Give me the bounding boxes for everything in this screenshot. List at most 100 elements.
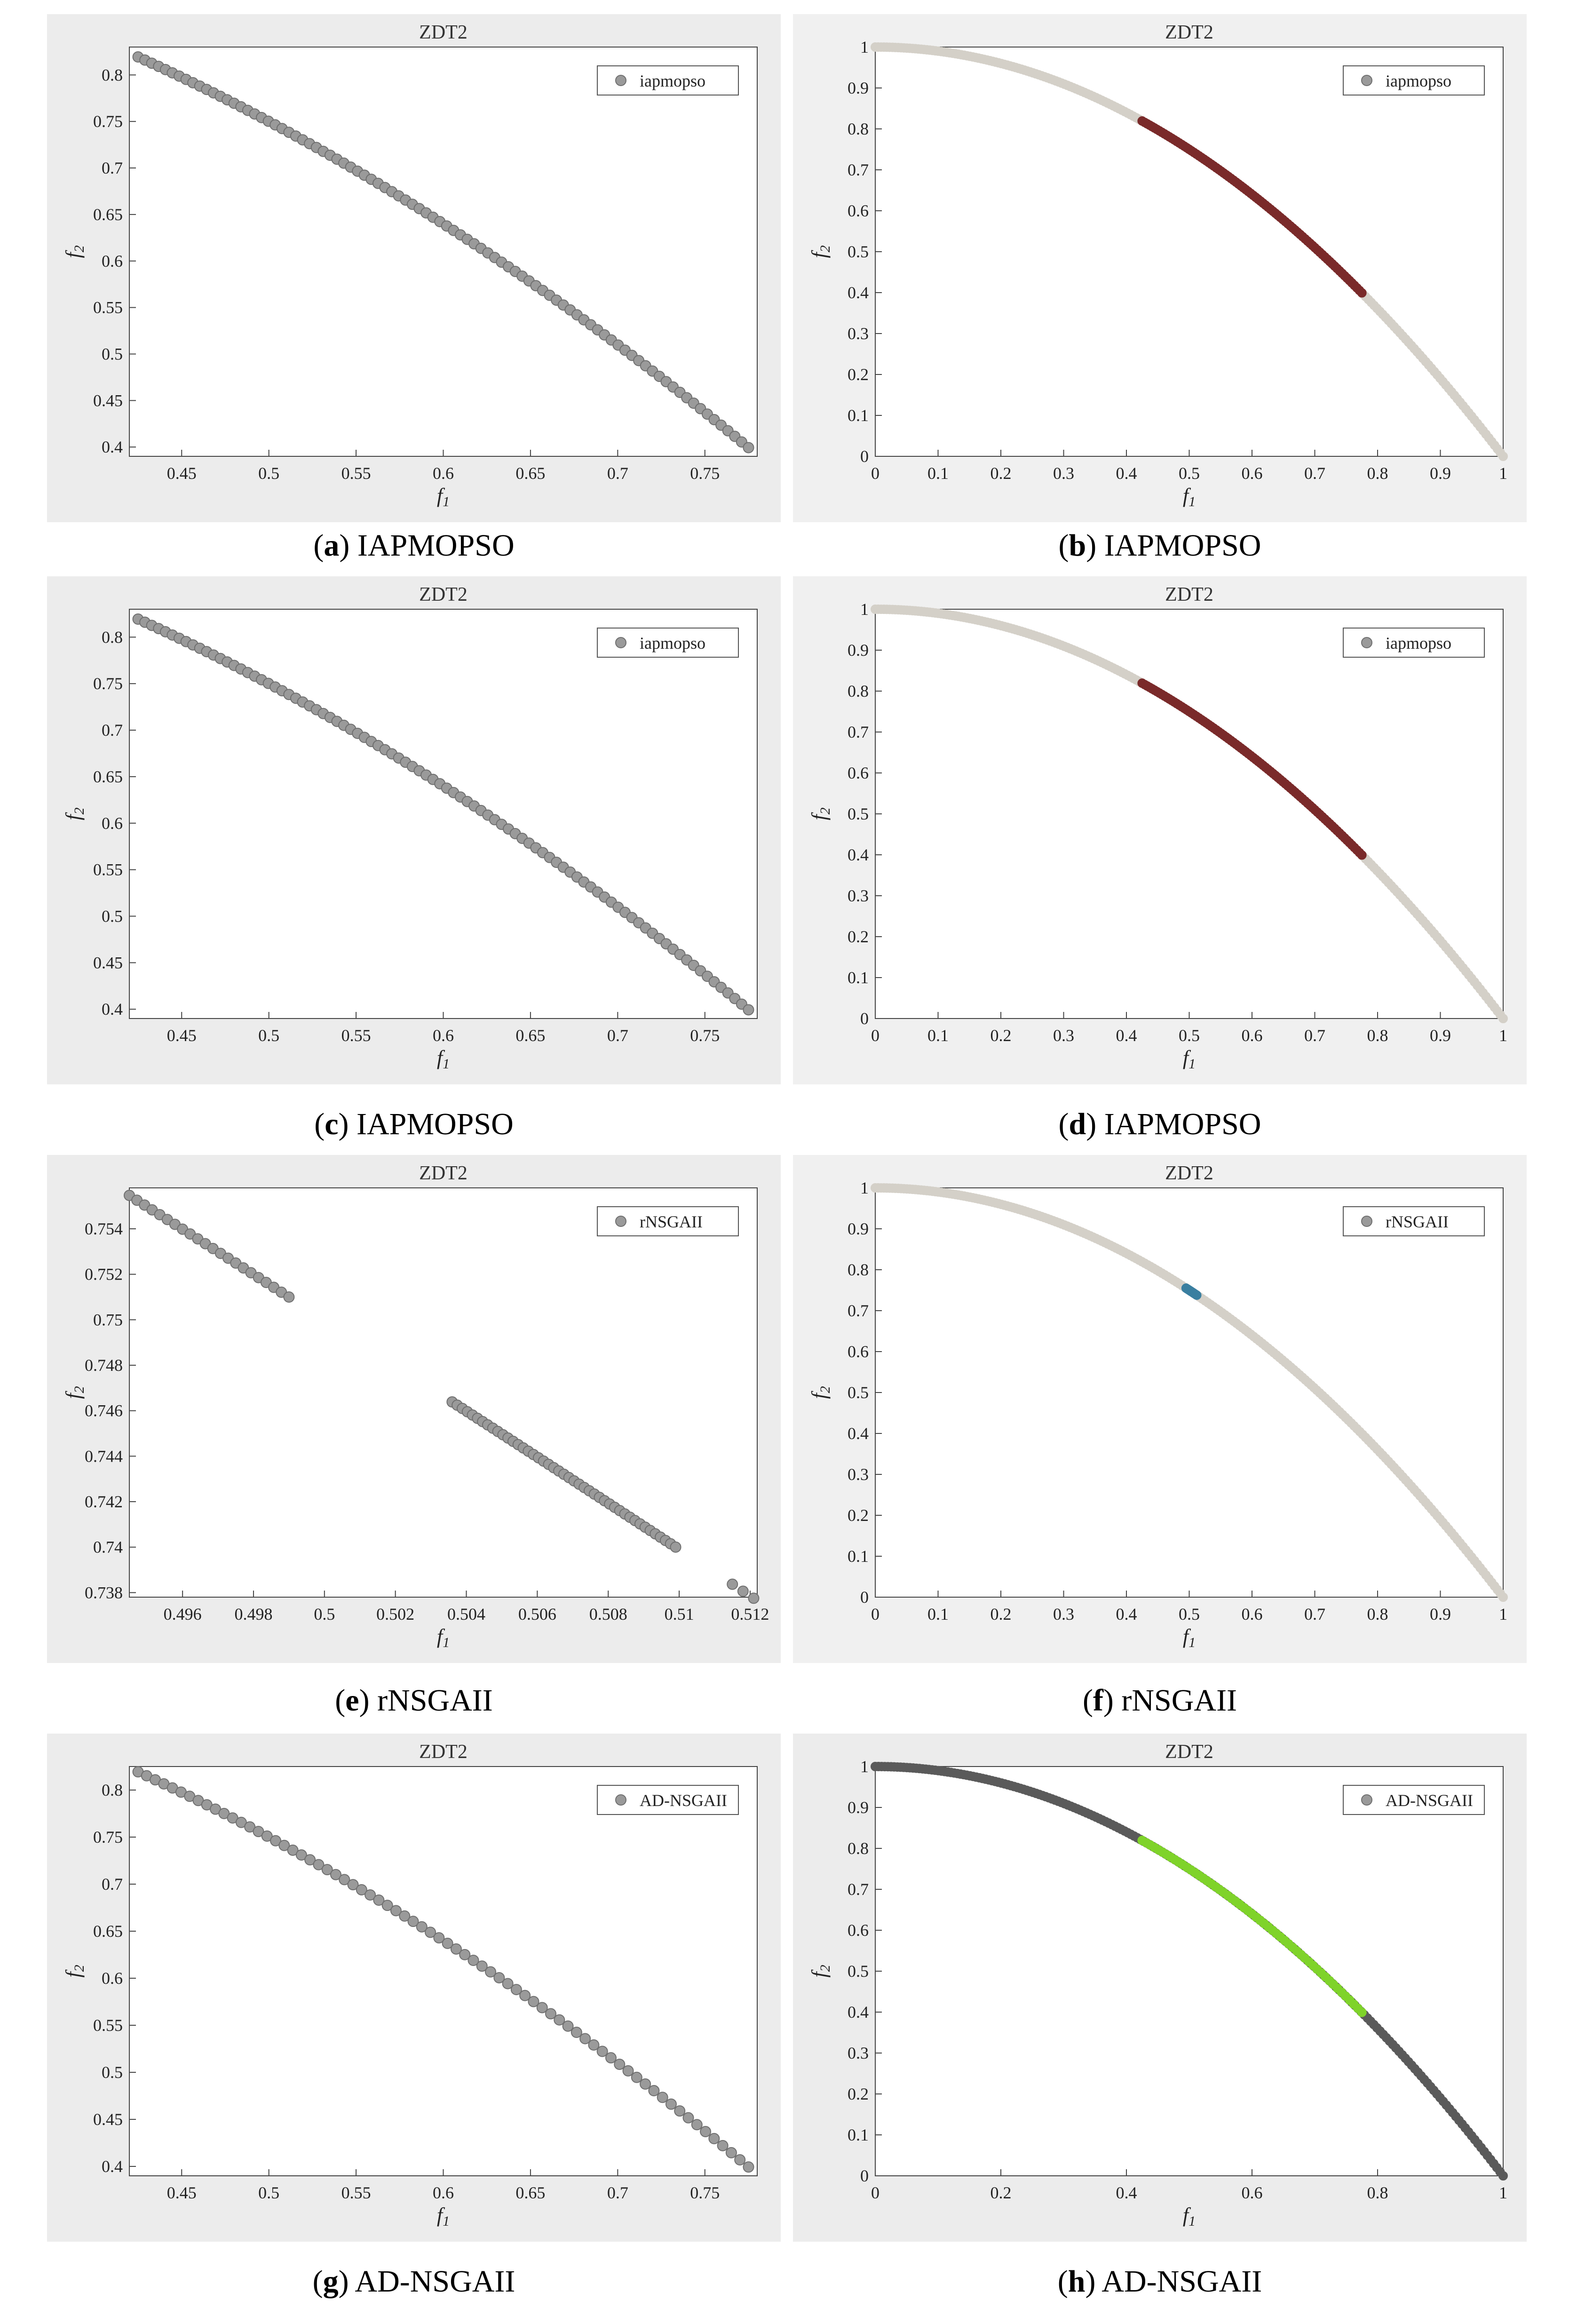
chart-title: ZDT2 (1165, 1162, 1213, 1184)
legend-box (597, 1206, 739, 1236)
data-point (485, 1966, 497, 1978)
data-point (743, 442, 754, 454)
caption-a: (a) IAPMOPSO (313, 528, 515, 563)
data-point (717, 2140, 729, 2151)
x-tick-label: 0.3 (1053, 464, 1074, 483)
data-point (339, 1874, 350, 1886)
y-tick-label: 0.7 (102, 721, 123, 740)
data-point (708, 2133, 720, 2144)
y-tick-label: 0.45 (93, 953, 123, 972)
y-tick-label: 0.2 (848, 365, 869, 384)
data-point (476, 1960, 488, 1972)
x-tick-label: 0.2 (991, 1605, 1012, 1624)
legend: iapmopso (1343, 628, 1485, 658)
y-tick-label: 0.4 (848, 283, 869, 302)
y-tick-label: 0 (860, 1009, 869, 1028)
y-tick-label: 0.5 (848, 242, 869, 261)
x-tick-label: 0.5 (258, 464, 279, 483)
data-point (670, 1541, 681, 1553)
x-tick-label: 0.6 (433, 2183, 454, 2202)
x-tick-label: 0.5 (258, 2183, 279, 2202)
y-tick-label: 0.65 (93, 1922, 123, 1941)
x-tick-label: 0.6 (1242, 464, 1263, 483)
caption-h: (h) AD-NSGAII (1057, 2264, 1262, 2299)
y-tick-label: 0.74 (93, 1538, 123, 1557)
caption-letter: h (1068, 2264, 1086, 2299)
y-tick-label: 0.4 (848, 845, 869, 864)
legend: iapmopso (1343, 65, 1485, 96)
data-point (725, 2147, 737, 2158)
data-point (244, 1821, 256, 1833)
data-point (313, 1859, 325, 1870)
plot-area (129, 609, 758, 1019)
data-point (579, 2033, 591, 2045)
chart-a: ZDT2 0.45 0.5 0.55 0.6 0.65 0.7 0.75 0.4 0.45 0.5 0… (62, 22, 758, 509)
legend-marker (1361, 75, 1372, 86)
x-tick-label: 0.502 (376, 1605, 414, 1624)
x-axis-label: f1 (1183, 484, 1196, 509)
y-tick-label: 0.8 (848, 1839, 869, 1858)
plot-area (875, 1187, 1504, 1598)
x-tick-label: 0.65 (515, 2183, 545, 2202)
legend-marker (1361, 637, 1372, 648)
caption-c: (c) IAPMOPSO (314, 1107, 514, 1141)
data-point (287, 1844, 299, 1856)
x-tick-label: 0.75 (690, 464, 720, 483)
series (124, 1189, 760, 1604)
x-axis-label: f1 (437, 2204, 450, 2229)
data-point (588, 2039, 600, 2051)
y-tick-label: 0.45 (93, 2110, 123, 2129)
data-point (1357, 288, 1367, 298)
x-axis-label: f1 (437, 484, 450, 509)
x-tick-label: 0.5 (314, 1605, 335, 1624)
y-tick-label: 0.738 (85, 1583, 123, 1602)
x-tick-label: 1 (1499, 1605, 1507, 1624)
data-point (416, 1921, 428, 1933)
x-tick-label: 0.5 (1179, 1026, 1200, 1045)
y-tick-label: 0.8 (102, 65, 123, 84)
y-tick-label: 0 (860, 2166, 869, 2185)
caption-text: rNSGAII (377, 1683, 493, 1718)
data-point (1357, 850, 1367, 860)
series (132, 51, 754, 454)
caption-b: (b) IAPMOPSO (1058, 528, 1261, 563)
data-point (536, 2002, 548, 2014)
data-point (321, 1864, 333, 1876)
data-point (1357, 2007, 1367, 2017)
legend: rNSGAII (597, 1206, 739, 1236)
x-tick-label: 0.7 (607, 2183, 628, 2202)
y-tick-label: 0.6 (102, 814, 123, 833)
data-point (1498, 1592, 1508, 1602)
y-tick-label: 0.5 (102, 345, 123, 364)
data-point (425, 1926, 436, 1938)
x-tick-label: 0.6 (1242, 1605, 1263, 1624)
x-tick-label: 1 (1499, 2183, 1507, 2202)
x-tick-label: 0.45 (167, 464, 197, 483)
legend-label: iapmopso (1386, 72, 1451, 90)
y-tick-label: 0.55 (93, 298, 123, 317)
x-tick-label: 0.5 (1179, 464, 1200, 483)
y-tick-label: 0.5 (102, 907, 123, 926)
panel-g: ZDT2 0.45 0.5 0.55 0.6 0.65 0.7 0.75 0.4 0.45 0.5 0… (47, 1734, 781, 2242)
data-point (330, 1869, 341, 1880)
x-tick-label: 0.45 (167, 1026, 197, 1045)
x-tick-label: 0.7 (607, 1026, 628, 1045)
x-tick-label: 0.2 (991, 1026, 1012, 1045)
x-tick-label: 0.1 (927, 1026, 949, 1045)
x-tick-label: 0.508 (589, 1605, 627, 1624)
x-tick-label: 0 (871, 1026, 880, 1045)
panel-d: ZDT2 0 0.1 0.2 0.3 0.4 0.5 0.6 0.7 0.8 0.9 1 0 0.1 0.2… (793, 576, 1527, 1084)
data-point (283, 1291, 295, 1303)
data-point (390, 1905, 402, 1917)
plot-area (875, 609, 1504, 1019)
y-tick-label: 0.744 (85, 1447, 123, 1465)
series (1137, 1836, 1367, 2017)
legend: rNSGAII (1343, 1206, 1485, 1236)
panel-b: ZDT2 0 0.1 0.2 0.3 0.4 0.5 0.6 0.7 0.8 0.9 1 0 0.1 0.2… (793, 14, 1527, 522)
x-tick-label: 0.7 (1304, 464, 1325, 483)
caption-text: IAPMOPSO (1104, 1107, 1261, 1141)
plot-area (129, 47, 758, 457)
data-point (737, 1585, 749, 1597)
data-point (528, 1996, 539, 2007)
y-tick-label: 0.1 (848, 2125, 869, 2144)
